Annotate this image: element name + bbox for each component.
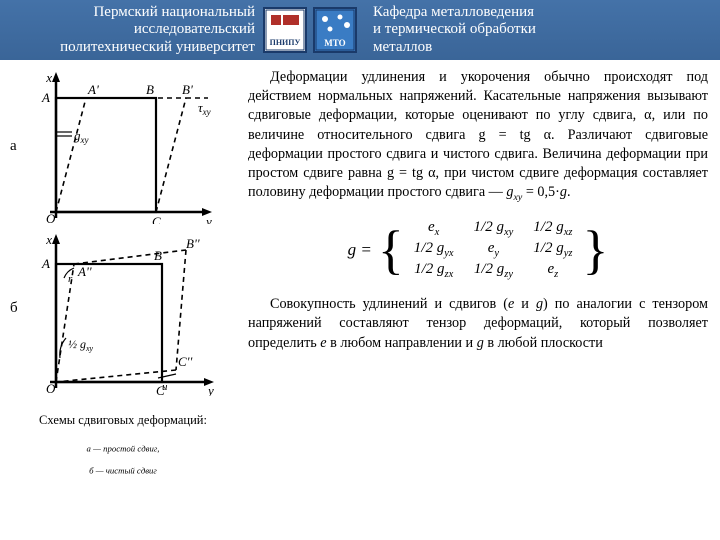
svg-text:B: B bbox=[154, 248, 162, 263]
univ-line2: исследовательский bbox=[8, 21, 255, 38]
caption-line-b: б — чистый сдвиг bbox=[39, 456, 207, 478]
svg-text:y: y bbox=[204, 214, 212, 224]
diagram-a: а x y O A A' B B' C τx bbox=[28, 68, 218, 224]
svg-text:B': B' bbox=[182, 82, 193, 97]
logo-group: ПНИПУ МТО bbox=[263, 7, 357, 53]
svg-text:B'': B'' bbox=[186, 236, 200, 251]
svg-text:x: x bbox=[45, 70, 52, 85]
svg-text:A: A bbox=[41, 256, 50, 271]
left-column: а x y O A A' B B' C τx bbox=[8, 68, 238, 477]
header-left: Пермский национальный исследовательский … bbox=[8, 4, 263, 56]
right-column: Деформации удлинения и укорочения обычно… bbox=[238, 68, 708, 477]
dept-line1: Кафедра металловедения bbox=[373, 4, 712, 21]
svg-text:A: A bbox=[41, 90, 50, 105]
logo-pnipu: ПНИПУ bbox=[263, 7, 307, 53]
svg-text:C'': C'' bbox=[178, 354, 192, 369]
svg-text:ПНИПУ: ПНИПУ bbox=[270, 38, 301, 47]
caption-title: Схемы сдвиговых деформаций: bbox=[39, 410, 207, 430]
logo-pnipu-icon: ПНИПУ bbox=[265, 9, 305, 51]
paragraph-1: Деформации удлинения и укорочения обычно… bbox=[248, 68, 708, 204]
svg-text:A'': A'' bbox=[77, 264, 92, 279]
svg-text:½ gxy: ½ gxy bbox=[68, 337, 94, 353]
paragraph-2: Совокупность удлинений и сдвигов (e и g)… bbox=[248, 295, 708, 353]
brace-left: { bbox=[378, 223, 404, 277]
logo-mto: МТО bbox=[313, 7, 357, 53]
diagram-b: б x y O A A'' B B'' C bbox=[28, 230, 218, 396]
svg-text:O: O bbox=[46, 381, 56, 396]
diagram-caption: Схемы сдвиговых деформаций: а — простой … bbox=[39, 410, 207, 477]
diagram-b-label: б bbox=[10, 300, 18, 317]
brace-right: } bbox=[582, 223, 608, 277]
svg-text:τxy: τxy bbox=[198, 100, 211, 117]
tensor-formula: g = { ex 1/2 gxy 1/2 gxz 1/2 gyx ey 1/2 … bbox=[248, 218, 708, 281]
dept-line3: металлов bbox=[373, 39, 712, 56]
univ-line3: политехнический университет bbox=[8, 39, 255, 56]
content-area: а x y O A A' B B' C τx bbox=[0, 60, 720, 477]
svg-text:O: O bbox=[46, 211, 56, 224]
caption-line-a: а — простой сдвиг, bbox=[39, 434, 207, 456]
matrix-body: ex 1/2 gxy 1/2 gxz 1/2 gyx ey 1/2 gyz 1/… bbox=[404, 218, 583, 281]
diagram-b-svg: x y O A A'' B B'' C C'' r u ½ gxy bbox=[28, 230, 218, 396]
svg-text:B: B bbox=[146, 82, 154, 97]
svg-text:u: u bbox=[162, 381, 168, 393]
svg-text:МТО: МТО bbox=[324, 38, 345, 48]
header-bar: Пермский национальный исследовательский … bbox=[0, 0, 720, 60]
formula-lhs: g = bbox=[348, 240, 378, 260]
logo-mto-icon: МТО bbox=[315, 9, 355, 51]
svg-text:y: y bbox=[206, 383, 214, 396]
header-right: Кафедра металловедения и термической обр… bbox=[357, 4, 712, 56]
svg-text:gxy: gxy bbox=[74, 128, 89, 145]
diagram-a-svg: x y O A A' B B' C τxy gxy bbox=[28, 68, 218, 224]
dept-line2: и термической обработки bbox=[373, 21, 712, 38]
svg-text:C: C bbox=[152, 214, 161, 224]
univ-line1: Пермский национальный bbox=[8, 4, 255, 21]
diagram-a-label: а bbox=[10, 138, 17, 155]
svg-text:A': A' bbox=[87, 82, 99, 97]
svg-text:x: x bbox=[45, 232, 52, 247]
svg-text:r: r bbox=[68, 273, 73, 285]
